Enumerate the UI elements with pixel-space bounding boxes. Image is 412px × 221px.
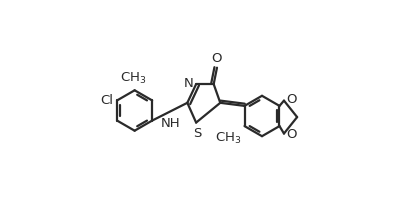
Text: S: S	[193, 128, 201, 140]
Text: NH: NH	[161, 117, 180, 130]
Text: O: O	[212, 52, 222, 65]
Text: O: O	[286, 93, 297, 106]
Text: N: N	[184, 76, 194, 90]
Text: CH$_3$: CH$_3$	[120, 71, 147, 86]
Text: O: O	[286, 128, 297, 141]
Text: CH$_3$: CH$_3$	[215, 131, 241, 146]
Text: Cl: Cl	[100, 94, 113, 107]
